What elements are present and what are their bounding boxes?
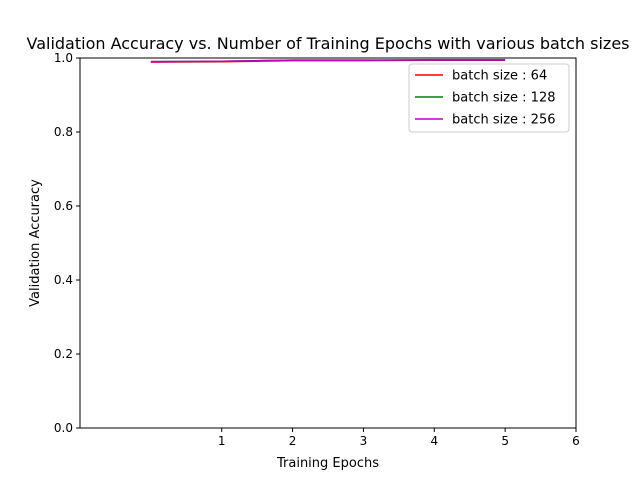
y-tick-label: 0.4 [54,273,73,287]
x-tick-label: 5 [501,434,509,448]
x-tick-label: 3 [360,434,368,448]
legend-items: batch size : 64 batch size : 128 batch siz… [415,69,556,128]
axis-ticks: 1 2 3 4 5 6 0.0 0.2 0.4 0.6 0.8 1.0 [54,51,580,448]
legend-label-0: batch size : 64 [452,69,547,84]
x-tick-label: 1 [218,434,226,448]
x-tick-label: 4 [430,434,438,448]
x-tick-label: 2 [289,434,297,448]
y-axis-label: Validation Accuracy [28,179,43,307]
legend-label-1: batch size : 128 [452,91,556,106]
x-axis-label: Training Epochs [276,456,379,471]
plot-frame [79,57,577,429]
legend: batch size : 64 batch size : 128 batch siz… [408,63,570,133]
x-tick-label: 6 [572,434,580,448]
legend-box [408,63,570,133]
y-tick-label: 0.2 [54,347,73,361]
y-tick-label: 1.0 [54,51,73,65]
chart-title: Validation Accuracy vs. Number of Traini… [27,34,630,53]
legend-label-2: batch size : 256 [452,113,556,128]
y-tick-label: 0.6 [54,199,73,213]
y-tick-label: 0.8 [54,125,73,139]
y-tick-label: 0.0 [54,421,73,435]
series-line-2 [150,59,506,63]
series-lines [150,59,506,63]
